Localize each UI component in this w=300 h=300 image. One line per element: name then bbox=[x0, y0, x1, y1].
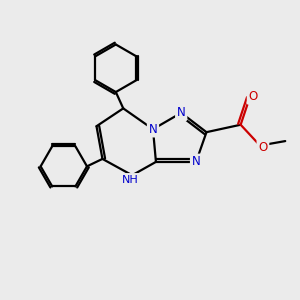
Text: O: O bbox=[248, 90, 258, 103]
Text: NH: NH bbox=[122, 175, 139, 185]
Text: N: N bbox=[177, 106, 186, 119]
Text: N: N bbox=[148, 123, 157, 136]
Text: N: N bbox=[192, 155, 200, 168]
Text: O: O bbox=[258, 140, 268, 154]
